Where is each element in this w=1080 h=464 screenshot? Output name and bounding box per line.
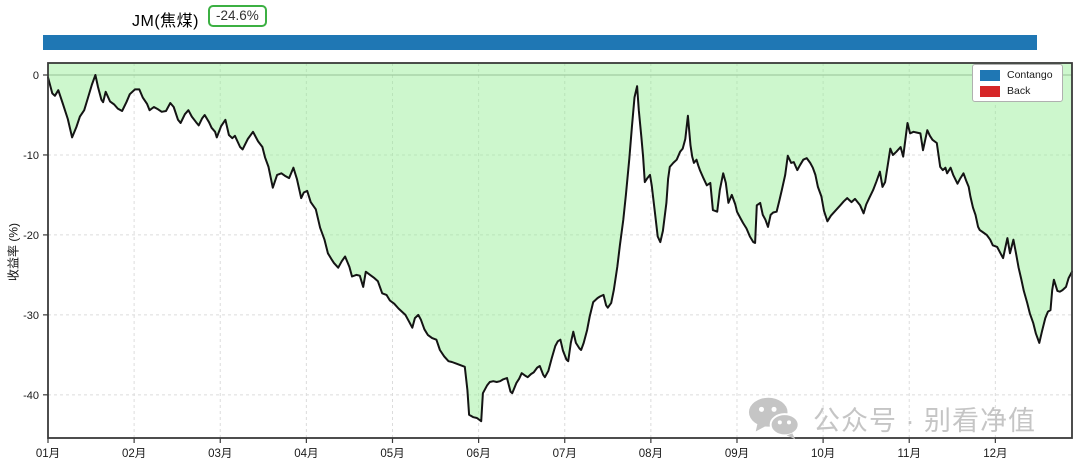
x-tick-label: 03月 [208, 448, 232, 460]
y-tick-label: -40 [23, 390, 39, 402]
yield-line [47, 74, 1073, 423]
x-tick-label: 12月 [983, 448, 1007, 460]
legend-item-back: Back [980, 85, 1053, 97]
back-swatch-icon [980, 85, 1000, 97]
y-axis-label: 收益率 (%) [6, 223, 21, 281]
x-tick-label: 01月 [36, 448, 60, 460]
final-return-badge: -24.6% [208, 5, 267, 27]
y-tick-label: -20 [23, 230, 39, 242]
y-tick-label: 0 [33, 70, 39, 82]
y-tick-label: -10 [23, 150, 39, 162]
plot-border [47, 62, 1073, 439]
legend-label: Contango [1007, 69, 1053, 81]
x-tick-label: 06月 [466, 448, 490, 460]
contango-swatch-icon [980, 69, 1000, 81]
chart-title: JM(焦煤) [132, 13, 199, 30]
contango-area-fill [48, 63, 1072, 422]
x-tick-label: 04月 [294, 448, 318, 460]
legend-label: Back [1007, 85, 1031, 97]
contango-period-bar [43, 35, 1037, 50]
y-tick-label: -30 [23, 310, 39, 322]
x-tick-label: 05月 [380, 448, 404, 460]
x-tick-label: 11月 [898, 448, 921, 460]
x-tick-label: 08月 [639, 448, 663, 460]
legend: Contango Back [972, 64, 1063, 102]
x-tick-label: 10月 [811, 448, 835, 460]
x-tick-label: 09月 [725, 448, 749, 460]
x-tick-label: 07月 [553, 448, 577, 460]
x-tick-label: 02月 [122, 448, 146, 460]
legend-item-contango: Contango [980, 69, 1053, 81]
